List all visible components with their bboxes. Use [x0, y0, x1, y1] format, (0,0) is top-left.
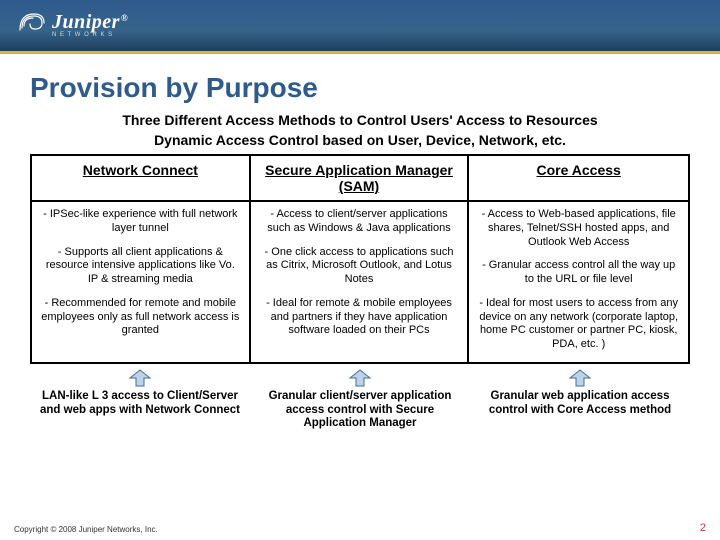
- col-body-2: - Access to Web-based applications, file…: [469, 202, 688, 362]
- bullet: - Granular access control all the way up…: [477, 259, 680, 287]
- bullet: - Ideal for remote & mobile employees an…: [259, 297, 460, 338]
- col-header-2: Core Access: [469, 156, 688, 200]
- bullet: - IPSec-like experience with full networ…: [40, 208, 241, 236]
- col-header-1: Secure Application Manager (SAM): [251, 156, 470, 200]
- table-body-row: - IPSec-like experience with full networ…: [32, 202, 688, 362]
- col-header-0: Network Connect: [32, 156, 251, 200]
- bullet: - Recommended for remote and mobile empl…: [40, 297, 241, 338]
- logo-word: Juniper: [52, 11, 120, 34]
- col-body-1: - Access to client/server applications s…: [251, 202, 470, 362]
- copyright-text: Copyright © 2008 Juniper Networks, Inc.: [14, 525, 158, 534]
- bullet: - Access to client/server applications s…: [259, 208, 460, 236]
- arrow-up-icon: [478, 368, 682, 388]
- bottom-labels-row: LAN-like L 3 access to Client/Server and…: [30, 368, 690, 431]
- subtitle-1: Three Different Access Methods to Contro…: [0, 112, 720, 128]
- bottom-label-1: Granular client/server application acces…: [250, 368, 470, 431]
- logo-text: Juniper ®: [52, 11, 128, 34]
- comparison-table: Network Connect Secure Application Manag…: [30, 154, 690, 364]
- bottom-label-text: LAN-like L 3 access to Client/Server and…: [40, 390, 240, 416]
- bullet: - Supports all client applications & res…: [40, 246, 241, 287]
- page-number: 2: [700, 522, 706, 534]
- table-header-row: Network Connect Secure Application Manag…: [32, 156, 688, 202]
- bullet: - Access to Web-based applications, file…: [477, 208, 680, 249]
- header-band: Juniper ® N E T W O R K S: [0, 0, 720, 54]
- page-title: Provision by Purpose: [30, 72, 720, 104]
- bottom-label-2: Granular web application access control …: [470, 368, 690, 431]
- bottom-label-text: Granular client/server application acces…: [269, 390, 452, 430]
- bullet: - Ideal for most users to access from an…: [477, 297, 680, 352]
- bullet: - One click access to applications such …: [259, 246, 460, 287]
- logo-icon: [18, 8, 46, 36]
- bottom-label-text: Granular web application access control …: [489, 390, 671, 416]
- col-body-0: - IPSec-like experience with full networ…: [32, 202, 251, 362]
- bottom-label-0: LAN-like L 3 access to Client/Server and…: [30, 368, 250, 431]
- logo-subtext: N E T W O R K S: [52, 32, 113, 38]
- subtitle-2: Dynamic Access Control based on User, De…: [0, 132, 720, 148]
- arrow-up-icon: [38, 368, 242, 388]
- logo-registered: ®: [121, 13, 128, 23]
- arrow-up-icon: [258, 368, 462, 388]
